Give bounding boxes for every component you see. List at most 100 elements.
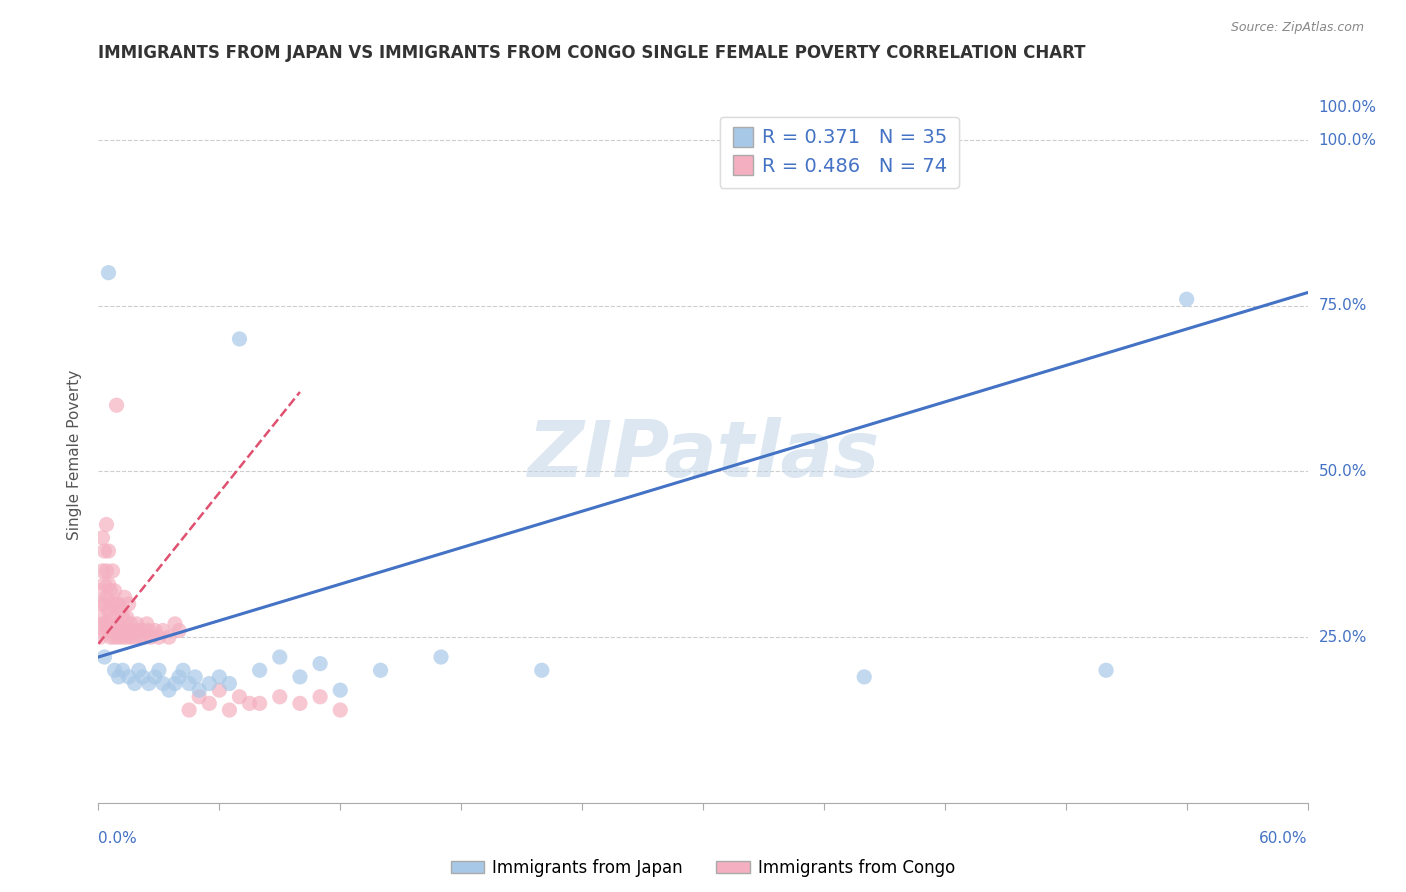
- Text: Source: ZipAtlas.com: Source: ZipAtlas.com: [1230, 21, 1364, 34]
- Point: [115, 610, 138, 624]
- Point: [1095, 663, 1118, 677]
- Point: [110, 604, 132, 618]
- Point: [218, 676, 240, 690]
- Point: [167, 670, 190, 684]
- Point: [198, 676, 221, 690]
- Point: [157, 683, 180, 698]
- Point: [97, 604, 120, 618]
- Point: [167, 624, 190, 638]
- Point: [107, 670, 129, 684]
- Point: [118, 597, 141, 611]
- Point: [329, 683, 352, 698]
- Point: [103, 630, 125, 644]
- Point: [91, 616, 114, 631]
- Point: [152, 624, 174, 638]
- Point: [97, 544, 120, 558]
- Legend: R = 0.371   N = 35, R = 0.486   N = 74: R = 0.371 N = 35, R = 0.486 N = 74: [720, 117, 959, 188]
- Text: ZIPatlas: ZIPatlas: [527, 417, 879, 493]
- Point: [143, 670, 166, 684]
- Point: [163, 676, 186, 690]
- Point: [329, 703, 352, 717]
- Point: [103, 610, 125, 624]
- Point: [249, 663, 271, 677]
- Point: [100, 583, 122, 598]
- Point: [853, 670, 876, 684]
- Point: [96, 517, 118, 532]
- Text: 0.0%: 0.0%: [98, 831, 138, 846]
- Point: [249, 697, 271, 711]
- Point: [218, 703, 240, 717]
- Point: [100, 630, 122, 644]
- Point: [93, 577, 115, 591]
- Point: [101, 597, 124, 611]
- Point: [239, 697, 262, 711]
- Point: [107, 597, 129, 611]
- Point: [148, 663, 170, 677]
- Point: [135, 616, 157, 631]
- Text: 75.0%: 75.0%: [1319, 298, 1367, 313]
- Point: [143, 624, 166, 638]
- Point: [89, 583, 111, 598]
- Point: [530, 663, 553, 677]
- Point: [134, 630, 156, 644]
- Point: [114, 624, 136, 638]
- Point: [208, 683, 231, 698]
- Text: 25.0%: 25.0%: [1319, 630, 1367, 645]
- Point: [97, 577, 120, 591]
- Point: [110, 624, 132, 638]
- Point: [269, 690, 291, 704]
- Point: [96, 616, 118, 631]
- Point: [121, 624, 143, 638]
- Point: [120, 616, 142, 631]
- Point: [124, 676, 146, 690]
- Point: [118, 670, 141, 684]
- Point: [118, 624, 141, 638]
- Point: [288, 670, 311, 684]
- Point: [148, 630, 170, 644]
- Point: [128, 624, 150, 638]
- Point: [93, 597, 115, 611]
- Point: [125, 616, 148, 631]
- Point: [93, 650, 115, 665]
- Point: [114, 591, 136, 605]
- Point: [96, 591, 118, 605]
- Point: [129, 630, 152, 644]
- Point: [138, 624, 160, 638]
- Text: 100.0%: 100.0%: [1319, 133, 1376, 148]
- Point: [269, 650, 291, 665]
- Point: [309, 690, 332, 704]
- Text: 50.0%: 50.0%: [1319, 464, 1367, 479]
- Point: [91, 531, 114, 545]
- Point: [111, 610, 134, 624]
- Point: [89, 610, 111, 624]
- Point: [89, 630, 111, 644]
- Point: [105, 597, 128, 611]
- Point: [157, 630, 180, 644]
- Text: IMMIGRANTS FROM JAPAN VS IMMIGRANTS FROM CONGO SINGLE FEMALE POVERTY CORRELATION: IMMIGRANTS FROM JAPAN VS IMMIGRANTS FROM…: [98, 44, 1085, 62]
- Point: [228, 332, 250, 346]
- Point: [100, 610, 122, 624]
- Point: [107, 630, 129, 644]
- Point: [138, 676, 160, 690]
- Point: [430, 650, 453, 665]
- Point: [111, 630, 134, 644]
- Point: [103, 663, 125, 677]
- Point: [120, 630, 142, 644]
- Point: [177, 676, 201, 690]
- Point: [198, 697, 221, 711]
- Point: [103, 583, 125, 598]
- Point: [1175, 292, 1198, 306]
- Point: [132, 670, 155, 684]
- Point: [188, 690, 211, 704]
- Point: [370, 663, 392, 677]
- Point: [96, 564, 118, 578]
- Point: [111, 663, 134, 677]
- Point: [188, 683, 211, 698]
- Point: [107, 616, 129, 631]
- Point: [128, 663, 150, 677]
- Point: [163, 616, 186, 631]
- Point: [97, 624, 120, 638]
- Point: [91, 597, 114, 611]
- Point: [115, 630, 138, 644]
- Point: [288, 697, 311, 711]
